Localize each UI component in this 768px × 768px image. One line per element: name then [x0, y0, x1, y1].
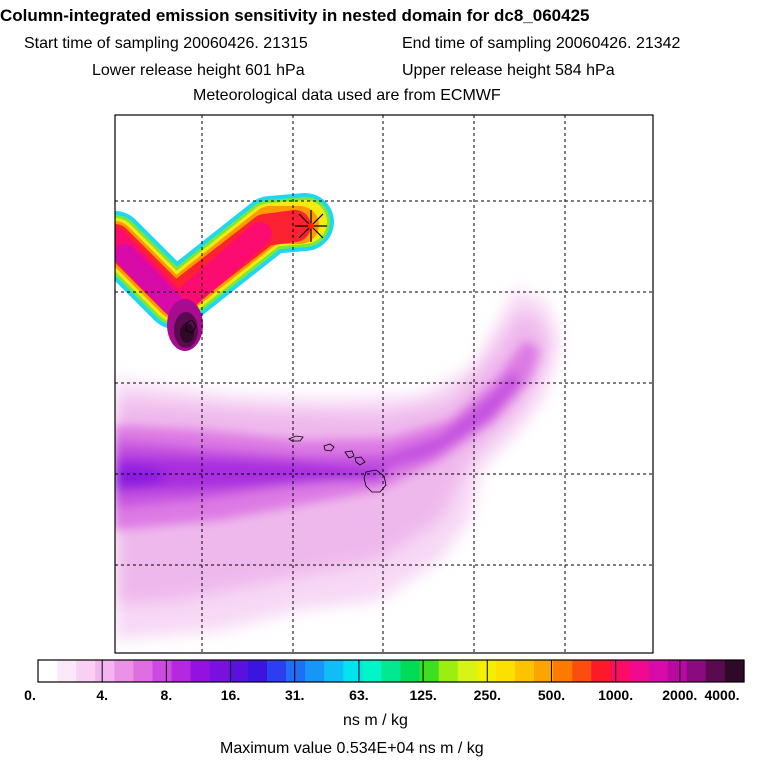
lower-height-line: Lower release height 601 hPa	[92, 62, 305, 80]
upper-height-line: Upper release height 584 hPa	[402, 62, 615, 80]
colorbar-swatch	[133, 660, 154, 682]
coastlines	[185, 319, 387, 493]
colorbar-tick-label: 31.	[284, 687, 305, 703]
colorbar-swatch	[266, 660, 287, 682]
colorbar-tick-label: 4.	[96, 687, 109, 703]
map-frame	[114, 114, 654, 654]
max-value-line: Maximum value 0.534E+04 ns m / kg	[220, 740, 484, 758]
colorbar-swatch	[724, 660, 745, 682]
max-value-label: Maximum value	[220, 740, 333, 757]
plume-high	[115, 193, 334, 351]
colorbar-swatch	[438, 660, 459, 682]
met-data-line: Meteorological data used are from ECMWF	[193, 87, 501, 104]
max-value-units: ns m / kg	[418, 740, 484, 757]
upper-height-label: Upper release height	[402, 62, 551, 79]
colorbar-swatch	[457, 660, 478, 682]
end-time-value: 20060426. 21342	[555, 35, 681, 52]
colorbar-swatch	[228, 660, 249, 682]
colorbar-tick-label: 125.	[409, 687, 437, 703]
chart-title: Column-integrated emission sensitivity i…	[0, 6, 590, 25]
colorbar-swatch	[591, 660, 612, 682]
colorbar-swatch	[343, 660, 363, 682]
colorbar-units: ns m / kg	[343, 712, 408, 729]
colorbar-swatch	[324, 660, 344, 682]
colorbar-swatch	[305, 660, 325, 682]
colorbar-tick-label: 8.	[160, 687, 173, 703]
colorbar-swatch	[190, 660, 211, 682]
colorbar-swatch	[515, 660, 535, 682]
colorbar-tick-label: 500.	[537, 687, 566, 703]
colorbar-swatch	[114, 660, 134, 682]
colorbar-tick-label: 0.	[24, 687, 36, 703]
colorbar-swatch	[209, 660, 230, 682]
sensitivity-field	[115, 115, 653, 653]
colorbar-swatch	[400, 660, 421, 682]
colorbar-tick-label: 2000.	[662, 687, 698, 703]
colorbar-swatch	[572, 660, 592, 682]
colorbar-swatch	[286, 660, 306, 682]
colorbar-swatch	[171, 660, 192, 682]
max-value: 0.534E+04	[336, 740, 415, 757]
colorbar-tick-label: 63.	[349, 687, 369, 703]
colorbar-swatch	[686, 660, 707, 682]
colorbar-swatch	[57, 660, 77, 682]
colorbar-swatch	[362, 660, 383, 682]
colorbar-swatch	[38, 660, 58, 682]
colorbar-swatch	[553, 660, 573, 682]
colorbar-tick-label: 4000.	[704, 687, 740, 703]
colorbar-frame	[37, 659, 745, 683]
colorbar-swatch	[152, 660, 173, 682]
field-layer-mid	[115, 340, 540, 530]
colorbar-tick-label: 250.	[473, 687, 501, 703]
colorbar-swatch	[247, 660, 268, 682]
lower-height-label: Lower release height	[92, 62, 241, 79]
start-time-line: Start time of sampling 20060426. 21315	[24, 35, 308, 53]
upper-height-value: 584 hPa	[555, 62, 615, 79]
colorbar-swatch	[381, 660, 402, 682]
colorbar-swatch	[648, 660, 669, 682]
start-time-value: 20060426. 21315	[183, 35, 308, 52]
colorbar-tick-label: 1000.	[598, 687, 634, 703]
colorbar-tick-label: 16.	[220, 687, 241, 703]
colorbar-swatch	[534, 660, 554, 682]
lower-height-value: 601 hPa	[245, 62, 305, 79]
colorbar-swatch	[610, 660, 631, 682]
start-time-label: Start time of sampling	[24, 35, 179, 52]
end-time-line: End time of sampling 20060426. 21342	[402, 35, 680, 53]
colorbar	[38, 660, 745, 682]
colorbar-swatch	[495, 660, 516, 682]
colorbar-swatch	[419, 660, 440, 682]
colorbar-swatch	[667, 660, 688, 682]
colorbar-swatch	[476, 660, 497, 682]
colorbar-swatch	[705, 660, 726, 682]
colorbar-swatch	[629, 660, 650, 682]
colorbar-swatch	[95, 660, 115, 682]
release-point-marker	[295, 210, 327, 242]
end-time-label: End time of sampling	[402, 35, 552, 52]
colorbar-swatch	[76, 660, 96, 682]
